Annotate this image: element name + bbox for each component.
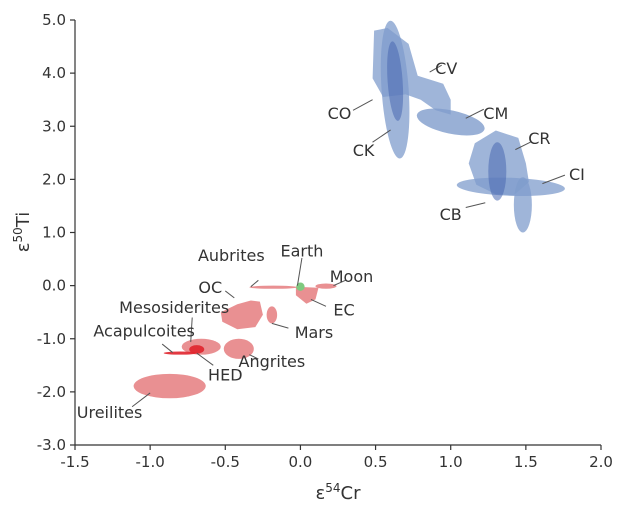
leader-line [250,279,259,288]
co-core [387,41,404,121]
cb-ci-region [456,177,565,197]
x-tick-label: 1.5 [514,453,538,471]
x-tick-label: 2.0 [589,453,613,471]
angrites-region [223,338,254,359]
label-aubrites: Aubrites [198,246,265,265]
cb-tail-region [513,177,532,233]
hed-region [189,345,205,354]
label-ureilites: Ureilites [77,403,143,422]
leader-line [271,322,289,329]
leader-line [352,99,373,111]
leader-line [224,290,235,299]
label-co: CO [328,104,352,123]
leader-line [190,317,193,342]
label-cr: CR [528,129,550,148]
leader-line [515,141,531,151]
label-cm: CM [483,104,508,123]
x-tick-label: 0.0 [288,453,312,471]
y-tick-label: -3.0 [37,436,66,454]
tick-layer: -1.5 -1.0 -0.5 0.0 0.5 1.0 1.5 2.0 -3.0 -2.0 -1.0 0… [37,11,613,471]
label-oc: OC [198,278,222,297]
leader-layer [131,64,566,408]
label-mars: Mars [295,323,334,342]
y-tick-label: 2.0 [42,170,66,188]
label-cv: CV [435,59,457,78]
leader-line [196,352,214,366]
y-tick-label: 5.0 [42,11,66,29]
leader-line [296,257,303,286]
label-ck: CK [353,141,375,160]
label-mesosiderites: Mesosiderites [119,298,229,317]
acapulcoites-region [163,351,197,355]
ec-region [295,286,319,304]
leader-line [429,64,442,73]
y-tick-label: 1.0 [42,224,66,242]
label-moon: Moon [330,267,374,286]
earth-point [296,282,305,291]
leader-line [161,343,173,353]
cm-region [416,108,485,136]
leader-line [465,202,486,209]
cr-core [488,142,507,201]
leader-line [310,298,327,307]
oc-region [220,300,263,330]
y-axis-title: ε50Ti [11,212,34,252]
moon-region [315,283,337,289]
leader-line [333,279,346,287]
label-acapulcoites: Acapulcoites [93,321,195,340]
y-tick-label: 4.0 [42,64,66,82]
x-axis-title: ε54Cr [316,481,362,504]
aubrites-region [249,285,298,289]
leader-line [131,392,151,408]
label-earth: Earth [280,242,323,261]
x-tick-label: -1.5 [60,453,89,471]
mars-region [266,306,278,324]
label-hed: HED [208,365,242,384]
region-layer [133,20,565,399]
leader-line [372,129,391,143]
x-tick-label: 1.0 [439,453,463,471]
label-angrites: Angrites [239,352,306,371]
x-tick-label: 0.5 [364,453,388,471]
label-cb: CB [440,205,462,224]
leader-line [249,354,259,360]
x-tick-label: -1.0 [136,453,165,471]
x-tick-label: -0.5 [211,453,240,471]
ureilites-region [133,373,206,399]
leader-line [465,108,485,119]
y-tick-label: 0.0 [42,277,66,295]
y-tick-label: 3.0 [42,117,66,135]
y-tick-label: -2.0 [37,383,66,401]
label-ci: CI [569,165,585,184]
leader-line [542,174,566,185]
y-tick-label: -1.0 [37,330,66,348]
label-ec: EC [333,301,354,320]
